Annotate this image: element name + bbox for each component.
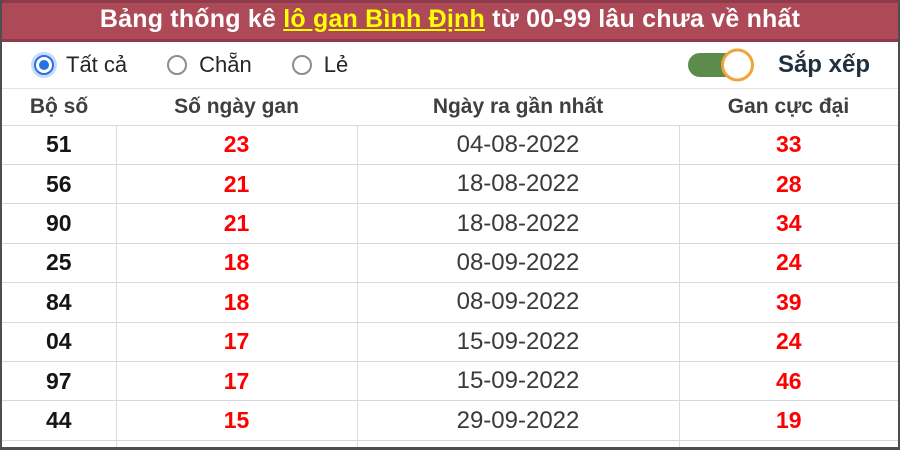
filter-bar: Tất cả Chẵn Lẻ Sắp xếp [2,42,898,89]
radio-option-even[interactable]: Chẵn [167,52,252,78]
table-row: 84 18 08-09-2022 39 [2,282,898,323]
lo-gan-table: Bộ số Số ngày gan Ngày ra gần nhất Gan c… [2,89,898,447]
table-header-row: Bộ số Số ngày gan Ngày ra gần nhất Gan c… [2,89,898,126]
cell-last-date: 04-08-2022 [356,124,679,165]
table-row: 04 17 15-09-2022 24 [2,321,898,362]
radio-option-even-label: Chẵn [199,51,252,77]
cell-gan-days: 17 [115,321,357,362]
table-row: 44 15 29-09-2022 19 [2,400,898,441]
toggle-knob-icon [720,48,754,81]
cell-last-date: 29-09-2022 [356,400,679,441]
table-row: 90 21 18-08-2022 34 [2,203,898,244]
cell-last-date: 18-08-2022 [356,203,679,244]
title-text-suffix: từ 00-99 lâu chưa về nhất [485,5,801,33]
cell-last-date: 15-09-2022 [356,360,679,401]
cell-gan-days: 21 [115,203,357,244]
cell-max-gan: 39 [678,282,898,323]
cell-number: 56 [2,163,116,204]
cell-number: 90 [2,203,116,244]
column-header-max-gan: Gan cực đại [727,94,850,118]
cell-number: 44 [2,400,116,441]
cell-max-gan: 24 [678,321,898,362]
radio-option-odd-label: Lẻ [323,51,349,77]
cell-gan-days: 18 [115,282,357,323]
sort-control: Sắp xếp [687,48,870,81]
cell-empty [356,439,679,447]
title-link[interactable]: lô gan Bình Định [283,5,486,33]
column-header-gan-days: Số ngày gan [174,94,299,118]
parity-radio-group: Tất cả Chẵn Lẻ [34,52,348,78]
cell-gan-days: 21 [115,163,357,204]
radio-icon [291,54,312,75]
cell-number: 51 [2,124,116,165]
sort-toggle[interactable] [687,48,754,81]
table-row: 51 23 04-08-2022 33 [2,124,898,165]
cell-empty [2,439,116,447]
sort-toggle-label: Sắp xếp [777,50,870,78]
cell-max-gan: 46 [678,360,898,401]
cell-max-gan: 24 [678,242,898,283]
cell-number: 25 [2,242,116,283]
radio-icon [167,54,188,75]
radio-option-odd[interactable]: Lẻ [291,51,349,78]
table-row: 25 18 08-09-2022 24 [2,242,898,283]
cell-gan-days: 18 [115,242,357,283]
cell-last-date: 08-09-2022 [356,242,679,283]
cell-empty [115,439,357,447]
panel-title: Bảng thống kê lô gan Bình Định từ 00-99 … [2,0,898,42]
cell-last-date: 15-09-2022 [356,321,679,362]
title-text-prefix: Bảng thống kê [99,5,284,33]
cell-gan-days: 15 [115,400,357,441]
cell-number: 04 [2,321,116,362]
cell-number: 84 [2,282,116,323]
cell-gan-days: 23 [115,124,357,165]
radio-option-all-label: Tất cả [66,51,128,77]
radio-icon [34,54,54,75]
table-row-clipped [2,439,898,447]
cell-max-gan: 34 [678,203,898,244]
cell-number: 97 [2,360,116,401]
cell-gan-days: 17 [115,360,357,401]
table-row: 56 21 18-08-2022 28 [2,163,898,204]
cell-max-gan: 19 [678,400,898,441]
column-header-last-date: Ngày ra gần nhất [432,94,604,118]
cell-max-gan: 33 [678,124,898,165]
cell-last-date: 08-09-2022 [356,282,679,323]
table-row: 97 17 15-09-2022 46 [2,360,898,401]
cell-empty [678,439,898,447]
column-header-number: Bộ số [29,94,89,118]
cell-last-date: 18-08-2022 [356,163,679,204]
radio-option-all[interactable]: Tất cả [34,52,127,78]
cell-max-gan: 28 [678,163,898,204]
